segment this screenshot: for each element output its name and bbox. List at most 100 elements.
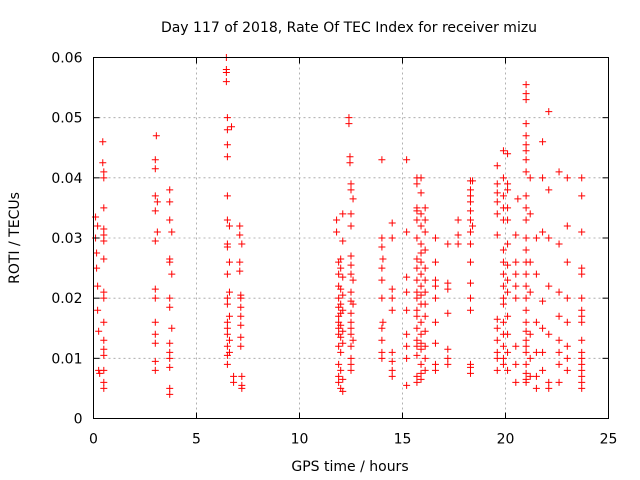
data-point xyxy=(578,192,586,200)
x-tick-label: 5 xyxy=(192,432,201,448)
data-point xyxy=(578,294,586,302)
data-point xyxy=(339,237,347,245)
data-point xyxy=(431,366,439,374)
data-point xyxy=(166,390,174,398)
data-point xyxy=(100,384,108,392)
data-point xyxy=(225,336,233,344)
data-point xyxy=(403,381,411,389)
data-point xyxy=(563,174,571,182)
data-point xyxy=(417,369,425,377)
data-point xyxy=(347,318,355,326)
data-point xyxy=(493,324,501,332)
data-point xyxy=(335,378,343,386)
data-point xyxy=(222,69,230,77)
data-point xyxy=(333,228,341,236)
data-point xyxy=(504,204,512,212)
data-point xyxy=(403,354,411,362)
data-point xyxy=(347,222,355,230)
data-point xyxy=(499,354,507,362)
data-point xyxy=(444,360,452,368)
data-point xyxy=(413,378,421,386)
data-point xyxy=(522,348,530,356)
data-point xyxy=(93,264,101,272)
data-point xyxy=(466,306,474,314)
data-point xyxy=(349,195,357,203)
data-point xyxy=(532,372,540,380)
data-point xyxy=(454,240,462,248)
data-point xyxy=(522,327,530,335)
data-point xyxy=(337,348,345,356)
data-point xyxy=(504,330,512,338)
data-point xyxy=(237,333,245,341)
data-point xyxy=(166,258,174,266)
data-point xyxy=(578,372,586,380)
data-point xyxy=(522,234,530,242)
data-point xyxy=(417,240,425,248)
data-point xyxy=(100,351,108,359)
data-point xyxy=(563,318,571,326)
data-point xyxy=(431,294,439,302)
data-point xyxy=(493,348,501,356)
data-point xyxy=(347,309,355,317)
data-point xyxy=(522,246,530,254)
data-point xyxy=(417,345,425,353)
data-point xyxy=(466,279,474,287)
data-point xyxy=(555,348,563,356)
data-point xyxy=(151,156,159,164)
data-point xyxy=(466,216,474,224)
data-point xyxy=(555,288,563,296)
data-point xyxy=(526,288,534,296)
data-point xyxy=(512,282,520,290)
y-tick-label: 0.06 xyxy=(51,51,82,67)
data-point xyxy=(431,318,439,326)
data-point xyxy=(431,258,439,266)
data-point xyxy=(504,186,512,194)
data-point xyxy=(499,342,507,350)
data-point xyxy=(499,258,507,266)
data-point xyxy=(337,366,345,374)
data-point xyxy=(417,291,425,299)
data-point xyxy=(378,264,386,272)
data-point xyxy=(237,342,245,350)
data-point xyxy=(514,195,522,203)
data-point xyxy=(228,123,236,131)
data-point xyxy=(512,378,520,386)
data-point xyxy=(493,366,501,374)
data-point xyxy=(388,357,396,365)
data-point xyxy=(504,276,512,284)
data-point xyxy=(504,348,512,356)
data-point xyxy=(466,228,474,236)
data-point xyxy=(94,282,102,290)
data-point xyxy=(522,336,530,344)
data-point xyxy=(512,342,520,350)
data-point xyxy=(466,198,474,206)
data-point xyxy=(339,387,347,395)
data-point xyxy=(522,192,530,200)
data-point xyxy=(499,246,507,254)
data-point xyxy=(545,108,553,116)
data-point xyxy=(413,234,421,242)
data-point xyxy=(339,339,347,347)
data-point xyxy=(421,228,429,236)
data-point xyxy=(522,96,530,104)
data-point xyxy=(93,249,101,257)
x-tick-label: 10 xyxy=(291,432,309,448)
chart-title: Day 117 of 2018, Rate Of TEC Index for r… xyxy=(161,20,537,36)
data-point xyxy=(563,342,571,350)
data-point xyxy=(346,153,354,161)
data-point xyxy=(378,156,386,164)
x-tick-labels: 0 5 10 15 20 25 xyxy=(89,432,617,448)
data-point xyxy=(413,372,421,380)
data-point xyxy=(413,351,421,359)
data-point xyxy=(346,159,354,167)
data-point xyxy=(469,177,477,185)
data-point xyxy=(151,294,159,302)
data-point xyxy=(466,186,474,194)
data-point xyxy=(421,216,429,224)
data-point xyxy=(563,222,571,230)
data-point xyxy=(504,216,512,224)
data-point xyxy=(223,114,231,122)
data-point xyxy=(413,264,421,272)
data-point xyxy=(421,300,429,308)
